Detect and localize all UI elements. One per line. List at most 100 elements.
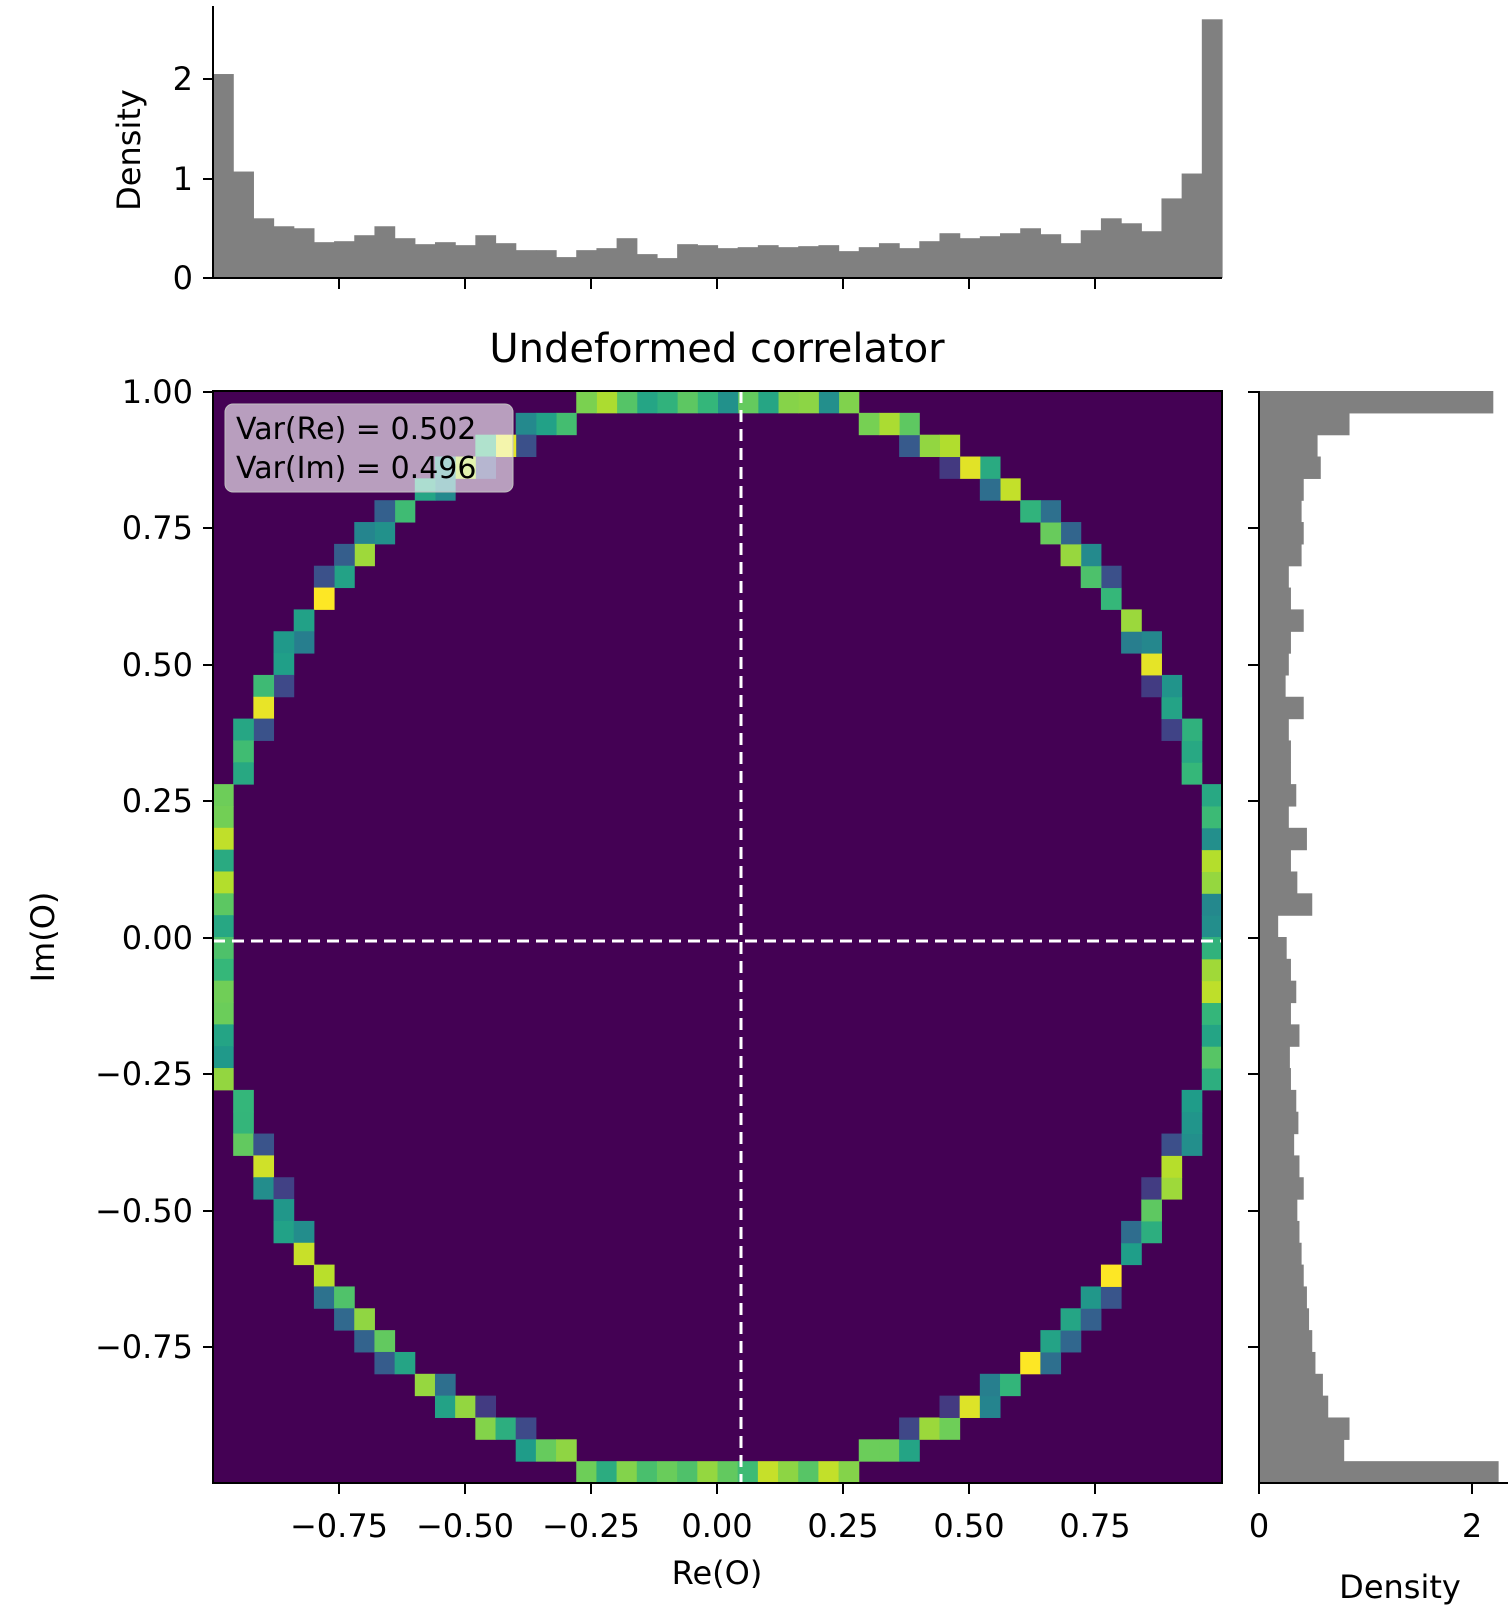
main-y-tick-label: 0.00 [122, 919, 193, 957]
heatmap-cell [334, 1308, 355, 1331]
heatmap-cell [1040, 1351, 1062, 1375]
top-histogram-bar [636, 254, 658, 278]
top-histogram-bar [475, 235, 497, 278]
right-histogram-bar [1259, 1330, 1313, 1353]
heatmap-cell [757, 1461, 779, 1484]
heatmap-cell [1181, 762, 1203, 785]
heatmap-cell [414, 1373, 436, 1397]
right-histogram-bar [1259, 412, 1350, 436]
heatmap-cell [1141, 631, 1162, 654]
heatmap-cell [213, 1002, 234, 1025]
heatmap-cell [1060, 543, 1082, 567]
heatmap-cell [273, 1220, 295, 1244]
right-histogram-bar [1259, 1133, 1295, 1156]
heatmap-cell [697, 1461, 718, 1484]
right-histogram-bar [1259, 1155, 1300, 1178]
heatmap-cell [253, 696, 275, 720]
main-y-tick-label: −0.25 [95, 1055, 193, 1093]
heatmap-cell [596, 391, 618, 414]
top-histogram-bar [1121, 223, 1142, 278]
top-histogram-bar [495, 243, 517, 278]
heatmap-cell [878, 412, 900, 436]
heatmap-cell [1080, 543, 1102, 567]
top-histogram-bar [233, 171, 254, 278]
right-histogram-bar [1259, 1461, 1499, 1484]
heatmap-cell [899, 1417, 920, 1440]
heatmap-cell [515, 1439, 537, 1462]
heatmap-cell [273, 1177, 295, 1200]
heatmap-cell [1080, 565, 1102, 589]
heatmap-cell [394, 500, 416, 523]
heatmap-cell [1181, 718, 1203, 741]
heatmap-cell [213, 871, 234, 894]
heatmap-cell [213, 827, 234, 851]
heatmap-cell [1161, 718, 1183, 741]
main-chart-title: Undeformed correlator [489, 326, 945, 372]
main-y-tick-label: 0.75 [122, 509, 193, 547]
heatmap-cell [1040, 1330, 1062, 1353]
heatmap-cell [979, 478, 1001, 501]
heatmap-cell [1141, 1199, 1162, 1222]
heatmap-cell [1201, 784, 1223, 807]
heatmap-cell [1080, 1286, 1102, 1309]
heatmap-cell [253, 718, 275, 741]
heatmap-cell [1201, 1068, 1223, 1091]
heatmap-cell [556, 1439, 577, 1462]
right-histogram-bar [1259, 522, 1304, 545]
top-histogram-bar [434, 242, 456, 278]
right-histogram-bar [1259, 805, 1289, 829]
heatmap-cell [1100, 587, 1122, 610]
main-y-tick-label: 0.25 [122, 782, 193, 820]
heatmap-cell [354, 1330, 375, 1353]
top-histogram: 0 1 2 Density [110, 6, 1223, 297]
heatmap-cell [737, 1461, 759, 1484]
main-x-tick-label: 0.00 [681, 1507, 752, 1545]
top-histogram-bar [818, 245, 840, 278]
main-xlabel: Re(O) [672, 1554, 763, 1592]
heatmap-cell [1080, 1308, 1102, 1331]
heatmap-cell [233, 718, 254, 741]
top-histogram-bar [293, 228, 315, 278]
right-histogram-bar [1259, 1089, 1297, 1113]
top-histogram-bar [677, 244, 698, 278]
heatmap-cell [1201, 1024, 1223, 1047]
top-histogram-bar [858, 247, 880, 278]
right-histogram-bar [1259, 893, 1313, 916]
right-x-tick-label: 0 [1249, 1507, 1269, 1545]
top-histogram-bar [1100, 218, 1122, 278]
right-histogram-bar [1259, 937, 1287, 960]
top-histogram-bar [1020, 228, 1041, 278]
heatmap-cell [495, 1417, 517, 1440]
heatmap-cell [515, 412, 537, 436]
heatmap-cell [1040, 522, 1062, 545]
main-y-tick-label: −0.75 [95, 1328, 193, 1366]
top-histogram-bar [737, 247, 759, 278]
heatmap-cell [576, 1461, 597, 1484]
heatmap-cell [1000, 1373, 1021, 1397]
heatmap-cell [1121, 609, 1142, 632]
heatmap-cell [233, 1111, 254, 1135]
top-histogram-bar [213, 74, 234, 279]
main-y-tick-label: 1.00 [122, 373, 193, 411]
right-histogram-bar [1259, 478, 1304, 501]
main-y-tick-label: −0.50 [95, 1192, 193, 1230]
right-histogram-bar [1259, 849, 1291, 873]
variance-annotation-box: Var(Re) = 0.502 Var(Im) = 0.496 [224, 403, 514, 493]
top-histogram-bar [697, 245, 719, 278]
right-histogram-bar [1259, 1199, 1298, 1222]
heatmap-cell [1201, 805, 1223, 829]
heatmap-cell [1121, 1242, 1142, 1266]
right-histogram-bars [1259, 391, 1499, 1484]
heatmap-cell [1181, 1089, 1203, 1113]
main-x-tick-label: −0.25 [542, 1507, 640, 1545]
heatmap-cell [959, 1395, 981, 1418]
heatmap-cell [213, 1024, 234, 1047]
heatmap-cell [1161, 674, 1183, 698]
top-histogram-bar [616, 238, 638, 278]
heatmap-cell [1020, 1351, 1041, 1375]
heatmap-cell [778, 1461, 799, 1484]
top-y-tick-label: 0 [173, 259, 193, 297]
top-histogram-bar [535, 250, 557, 278]
heatmap-cell [334, 565, 355, 589]
heatmap-cell [778, 391, 799, 414]
